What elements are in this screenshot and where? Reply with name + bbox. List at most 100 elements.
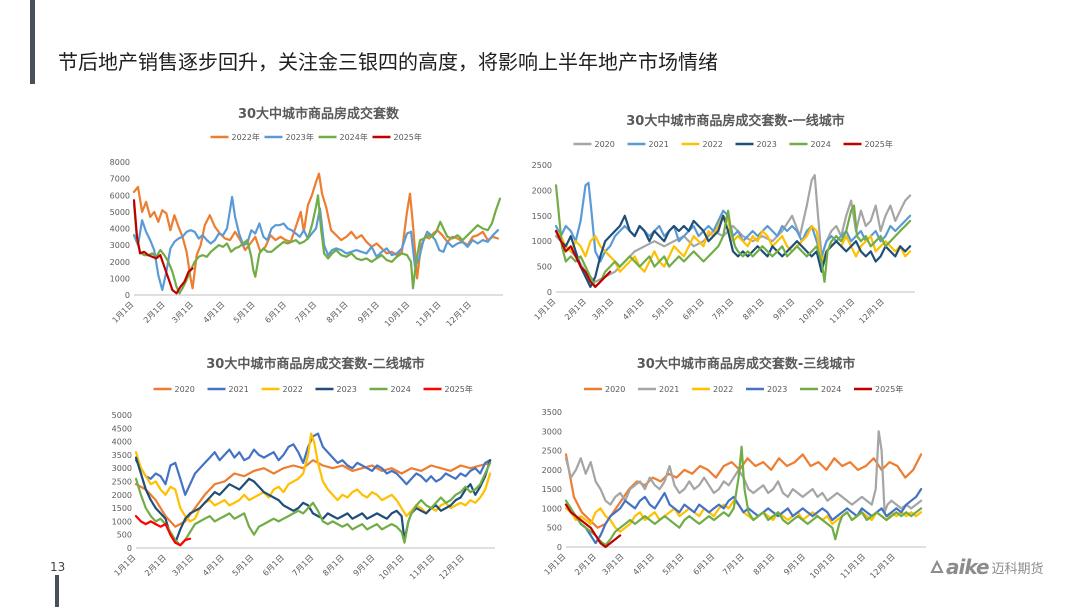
legend-label: 2022: [703, 140, 723, 149]
y-tick-label: 7000: [110, 175, 130, 184]
legend-item: 2024: [800, 385, 841, 394]
x-tick-label: 5月1日: [231, 553, 256, 578]
legend-label: 2024: [821, 385, 841, 394]
series-line: [134, 515, 192, 547]
legend-item: 2022: [261, 385, 303, 394]
series-line: [564, 445, 923, 547]
legend-item: 2020: [573, 140, 615, 149]
legend-label: 2020: [605, 385, 625, 394]
legend-label: 2024年: [340, 132, 368, 142]
chart-title: 30大中城市商品房成交套数-一线城市: [626, 113, 845, 129]
x-tick-label: 6月1日: [261, 553, 286, 578]
legend-item: 2021: [207, 385, 249, 394]
x-tick-label: 6月1日: [681, 297, 706, 322]
series-line: [134, 456, 492, 544]
x-tick-label: 10月1日: [808, 552, 836, 580]
legend-label: 2022: [283, 385, 303, 394]
y-tick-label: 6000: [110, 191, 130, 200]
x-tick-label: 2月1日: [142, 300, 167, 325]
x-tick-label: 11月1日: [414, 300, 442, 328]
x-tick-label: 5月1日: [661, 552, 686, 577]
x-tick-label: 2月1日: [143, 553, 168, 578]
chart-title: 30大中城市商品房成交套数: [238, 106, 400, 122]
series-line: [554, 214, 912, 288]
legend-item: 2024: [789, 140, 831, 149]
y-tick-label: 4000: [110, 225, 130, 234]
legend-label: 2023: [757, 140, 777, 149]
x-tick-label: 1月1日: [543, 552, 568, 577]
y-tick-label: 2500: [542, 447, 562, 456]
slide-title: 节后地产销售逐步回升，关注金三银四的高度，将影响上半年地产市场情绪: [58, 50, 718, 74]
legend-label: 2025年: [865, 139, 893, 149]
y-tick-label: 1000: [542, 504, 562, 513]
legend-label: 2023: [767, 385, 787, 394]
x-tick-label: 3月1日: [171, 553, 196, 578]
x-tick-label: 4月1日: [621, 297, 646, 322]
y-tick-label: 1500: [532, 212, 552, 221]
chart-svg: 30大中城市商品房成交套数-一线城市 2020 2021 2022 2023 2024 20…: [532, 113, 915, 326]
legend-label: 2021: [659, 385, 679, 394]
legend-item: 2024年: [318, 132, 368, 142]
x-tick-label: 3月1日: [591, 297, 616, 322]
y-tick-label: 2500: [532, 161, 552, 170]
legend-label: 2021: [229, 385, 249, 394]
legend-item: 2022: [692, 385, 733, 394]
x-tick-label: 1月1日: [533, 297, 558, 322]
y-tick-label: 1000: [112, 517, 132, 526]
x-tick-label: 10月1日: [377, 553, 405, 581]
legend-label: 2020: [595, 140, 615, 149]
chart-tier1: 30大中城市商品房成交套数-一线城市 2020 2021 2022 2023 2024 20…: [522, 105, 932, 340]
series-line: [134, 432, 492, 496]
series-line: [132, 194, 502, 295]
x-tick-label: 4月1日: [201, 553, 226, 578]
logo-mark: aike: [946, 555, 990, 579]
logo-icon: [930, 560, 944, 573]
x-tick-label: 4月1日: [202, 300, 227, 325]
x-tick-label: 3月1日: [170, 300, 195, 325]
x-tick-label: 9月1日: [772, 297, 797, 322]
x-tick-label: 11月1日: [839, 552, 867, 580]
x-tick-label: 8月1日: [321, 553, 346, 578]
series-line: [554, 184, 912, 288]
legend-label: 2023年: [286, 132, 314, 142]
y-tick-label: 0: [127, 544, 132, 553]
y-tick-label: 4500: [112, 424, 132, 433]
y-tick-label: 1500: [542, 485, 562, 494]
legend-item: 2020: [153, 385, 195, 394]
chart-national: 30大中城市商品房成交套数 2022年 2023年 2024年 2025年 0 1000 20…: [100, 100, 510, 345]
y-tick-label: 500: [547, 524, 562, 533]
legend-item: 2024: [369, 385, 411, 394]
legend-label: 2022年: [232, 132, 260, 142]
y-tick-label: 1000: [532, 237, 552, 246]
chart-title: 30大中城市商品房成交套数-三线城市: [637, 356, 856, 372]
legend-item: 2025年: [854, 384, 903, 394]
legend-label: 2023: [337, 385, 357, 394]
legend-item: 2020: [584, 385, 625, 394]
chart-tier3: 30大中城市商品房成交套数-三线城市 2020 2021 2022 2023 2024 20…: [522, 348, 932, 588]
y-tick-label: 5000: [110, 208, 130, 217]
y-tick-label: 0: [547, 288, 552, 297]
x-tick-label: 7月1日: [721, 552, 746, 577]
x-tick-label: 12月1日: [437, 553, 465, 581]
x-tick-label: 4月1日: [631, 552, 656, 577]
x-tick-label: 9月1日: [356, 300, 381, 325]
x-tick-label: 8月1日: [752, 552, 777, 577]
legend-item: 2021: [627, 140, 669, 149]
legend-item: 2023: [315, 385, 357, 394]
legend-label: 2024: [391, 385, 411, 394]
x-tick-label: 5月1日: [651, 297, 676, 322]
series-line: [564, 503, 622, 549]
series-line: [134, 459, 492, 528]
x-tick-label: 12月1日: [445, 300, 473, 328]
x-tick-label: 1月1日: [111, 300, 136, 325]
series-line: [134, 461, 492, 547]
x-tick-label: 2月1日: [573, 552, 598, 577]
legend-label: 2025年: [875, 384, 903, 394]
series-line: [134, 432, 492, 523]
legend-item: 2025年: [843, 139, 893, 149]
legend-label: 2020: [175, 385, 195, 394]
page-number: 13: [50, 560, 66, 574]
company-logo: aike 迈科期货: [930, 553, 1044, 581]
title-accent-bar: [30, 0, 35, 84]
y-tick-label: 1000: [110, 274, 130, 283]
